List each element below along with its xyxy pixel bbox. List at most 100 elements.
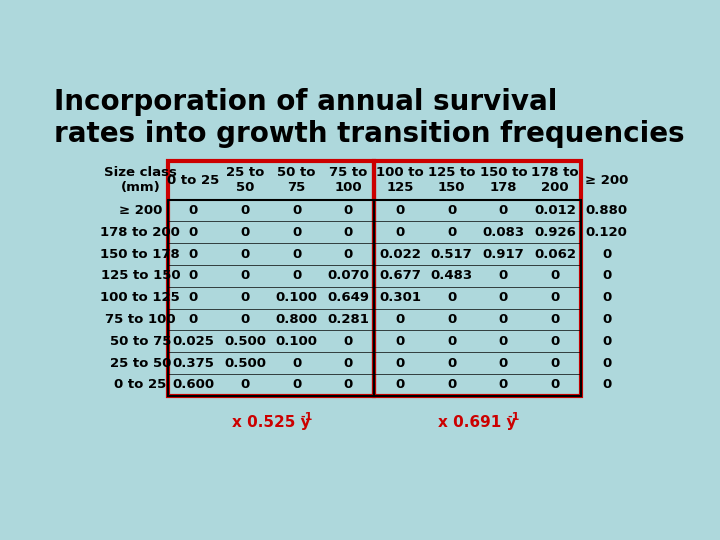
Text: 0.083: 0.083: [482, 226, 524, 239]
Bar: [168, 161, 374, 396]
Text: x 0.525 y: x 0.525 y: [232, 415, 310, 430]
Text: 0: 0: [189, 269, 198, 282]
Bar: [374, 161, 581, 396]
Text: 0.301: 0.301: [379, 291, 421, 304]
Text: 0: 0: [240, 269, 250, 282]
Text: -1: -1: [507, 413, 519, 422]
Text: 0: 0: [447, 335, 456, 348]
Text: 0: 0: [189, 291, 198, 304]
Text: 150 to 178: 150 to 178: [101, 248, 180, 261]
Text: 0: 0: [240, 313, 250, 326]
Text: 0: 0: [189, 226, 198, 239]
Text: 0: 0: [395, 313, 405, 326]
Text: x 0.691 y: x 0.691 y: [438, 415, 517, 430]
Text: 0: 0: [189, 204, 198, 217]
Bar: [168, 200, 374, 396]
Text: 0.120: 0.120: [586, 226, 628, 239]
Text: 125 to 150: 125 to 150: [101, 269, 180, 282]
Text: 0.281: 0.281: [328, 313, 369, 326]
Text: 0: 0: [602, 335, 611, 348]
Text: 0: 0: [343, 248, 353, 261]
Text: 0: 0: [602, 248, 611, 261]
Text: 0.012: 0.012: [534, 204, 576, 217]
Text: 0: 0: [447, 291, 456, 304]
Text: 0: 0: [343, 379, 353, 392]
Text: 0.100: 0.100: [276, 291, 318, 304]
Text: 0: 0: [240, 204, 250, 217]
Text: 0: 0: [499, 335, 508, 348]
Text: 125 to
150: 125 to 150: [428, 166, 475, 194]
Text: 0.100: 0.100: [276, 335, 318, 348]
Text: 0: 0: [189, 248, 198, 261]
Text: 0: 0: [292, 248, 301, 261]
Text: 0: 0: [240, 291, 250, 304]
Text: 0.926: 0.926: [534, 226, 576, 239]
Text: 0 to 25: 0 to 25: [114, 379, 166, 392]
Text: 0.880: 0.880: [585, 204, 628, 217]
Text: 0.677: 0.677: [379, 269, 421, 282]
Text: 25 to
50: 25 to 50: [226, 166, 264, 194]
Text: 0: 0: [499, 291, 508, 304]
Text: 0: 0: [602, 313, 611, 326]
Text: 0.483: 0.483: [431, 269, 473, 282]
Text: 0: 0: [395, 357, 405, 370]
Text: Incorporation of annual survival
rates into growth transition frequencies: Incorporation of annual survival rates i…: [54, 88, 684, 149]
Text: 0: 0: [499, 269, 508, 282]
Text: 0: 0: [550, 357, 559, 370]
Text: 0: 0: [602, 357, 611, 370]
Text: 0: 0: [343, 204, 353, 217]
Text: 0.022: 0.022: [379, 248, 421, 261]
Text: 0: 0: [343, 335, 353, 348]
Text: 0: 0: [550, 291, 559, 304]
Bar: [374, 200, 581, 396]
Text: 0: 0: [550, 313, 559, 326]
Text: 0: 0: [499, 379, 508, 392]
Text: 0.375: 0.375: [172, 357, 215, 370]
Text: ≥ 200: ≥ 200: [585, 174, 629, 187]
Text: 0: 0: [447, 204, 456, 217]
Text: 0: 0: [447, 313, 456, 326]
Text: ≥ 200: ≥ 200: [119, 204, 162, 217]
Text: 50 to 75: 50 to 75: [109, 335, 171, 348]
Text: 0.649: 0.649: [328, 291, 369, 304]
Text: 178 to 200: 178 to 200: [100, 226, 180, 239]
Text: 150 to
178: 150 to 178: [480, 166, 527, 194]
Text: -1: -1: [300, 413, 312, 422]
Text: 0.600: 0.600: [172, 379, 215, 392]
Text: 0: 0: [292, 226, 301, 239]
Text: 0: 0: [189, 313, 198, 326]
Text: 0: 0: [395, 204, 405, 217]
Text: 0.800: 0.800: [276, 313, 318, 326]
Text: 0: 0: [292, 379, 301, 392]
Text: 50 to
75: 50 to 75: [277, 166, 316, 194]
Text: 0: 0: [395, 226, 405, 239]
Text: 0: 0: [240, 226, 250, 239]
Text: 75 to
100: 75 to 100: [329, 166, 367, 194]
Text: 0.500: 0.500: [224, 335, 266, 348]
Text: 0 to 25: 0 to 25: [167, 174, 220, 187]
Text: 0: 0: [343, 357, 353, 370]
Text: Size class
(mm): Size class (mm): [104, 166, 177, 194]
Text: 0.917: 0.917: [482, 248, 524, 261]
Text: 0: 0: [240, 248, 250, 261]
Text: 75 to 100: 75 to 100: [105, 313, 176, 326]
Text: 0: 0: [447, 357, 456, 370]
Text: 0: 0: [602, 269, 611, 282]
Text: 178 to
200: 178 to 200: [531, 166, 579, 194]
Text: 0: 0: [550, 379, 559, 392]
Text: 0: 0: [343, 226, 353, 239]
Text: 0: 0: [292, 269, 301, 282]
Text: 0: 0: [499, 204, 508, 217]
Text: 0: 0: [292, 357, 301, 370]
Text: 0: 0: [395, 335, 405, 348]
Text: 100 to
125: 100 to 125: [376, 166, 424, 194]
Text: 0.517: 0.517: [431, 248, 472, 261]
Text: 0: 0: [602, 379, 611, 392]
Text: 25 to 50: 25 to 50: [109, 357, 171, 370]
Text: 0: 0: [447, 226, 456, 239]
Text: 0: 0: [240, 379, 250, 392]
Text: 0: 0: [602, 291, 611, 304]
Text: 0.070: 0.070: [328, 269, 369, 282]
Text: 0: 0: [447, 379, 456, 392]
Text: 0: 0: [292, 204, 301, 217]
